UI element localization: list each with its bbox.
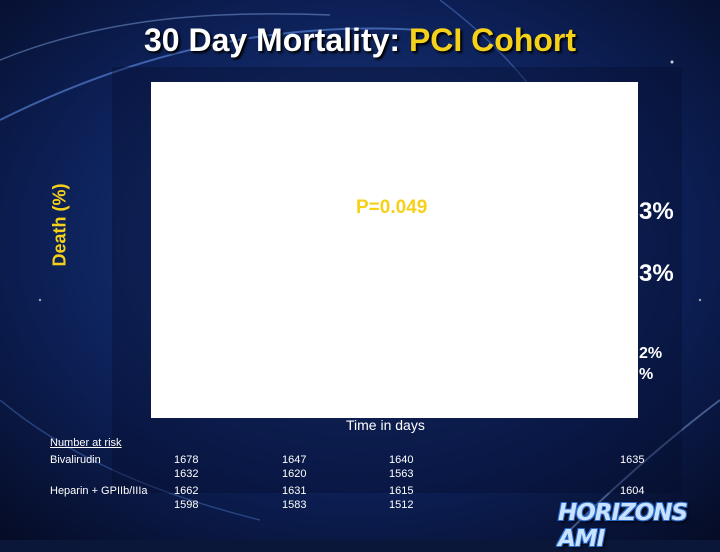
risk-cell: 1620 (282, 468, 307, 480)
risk-cell: 1583 (282, 499, 307, 511)
risk-cell: 1512 (389, 499, 414, 511)
end-label-2: 3% (639, 260, 674, 287)
risk-cell: 1647 (282, 454, 307, 466)
risk-cell: 1604 (620, 485, 645, 497)
title-main: 30 Day Mortality: (143, 22, 401, 58)
end-label-1: 3% (639, 198, 674, 225)
risk-cell: 1678 (174, 454, 199, 466)
plot-area (151, 82, 638, 418)
risk-cell: 1598 (174, 499, 199, 511)
x-axis-label: Time in days (346, 417, 425, 433)
title-highlight: PCI Cohort (408, 22, 577, 58)
risk-cell: 1632 (174, 468, 199, 480)
end-label-3: 2% (639, 345, 663, 362)
risk-cell: 1635 (620, 454, 645, 466)
horizons-ami-logo: HORIZONS AMI (558, 500, 688, 552)
y-axis-label: Death (%) (49, 183, 70, 267)
risk-cell: 1615 (389, 485, 414, 497)
risk-cell: 1662 (174, 485, 199, 497)
slide-title: 30 Day Mortality: PCI Cohort (0, 22, 720, 59)
end-label-4: % (639, 366, 654, 383)
p-value-annotation: P=0.049 (356, 197, 428, 218)
risk-table-header: Number at risk (50, 437, 122, 449)
risk-row-name-bivalirudin: Bivalirudin (50, 454, 101, 466)
risk-cell: 1640 (389, 454, 414, 466)
risk-cell: 1563 (389, 468, 414, 480)
risk-row-name-heparin: Heparin + GPIIb/IIIa (50, 485, 148, 497)
risk-cell: 1631 (282, 485, 307, 497)
